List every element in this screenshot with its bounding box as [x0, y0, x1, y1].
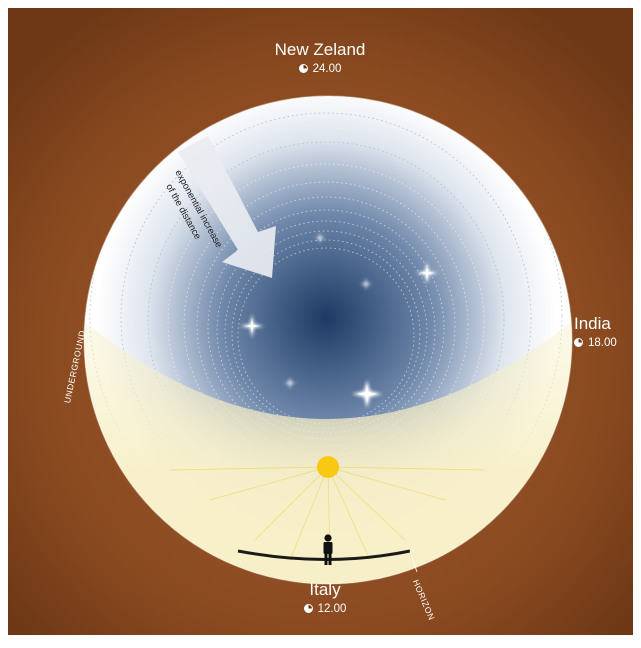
- location-time-row: 12.00: [303, 602, 347, 615]
- location-time-row: 24.00: [298, 62, 342, 75]
- clock-icon: [298, 64, 308, 73]
- location-time-row: 18.00: [574, 337, 617, 349]
- clock-icon: [574, 338, 583, 347]
- distance-arrow: [178, 136, 276, 278]
- location-name: India: [574, 314, 611, 333]
- clock-icon: [303, 604, 313, 613]
- location-time: 12.00: [317, 602, 347, 615]
- sun-icon: [317, 456, 339, 478]
- location-label-new-zeland: New Zeland 24.00: [265, 40, 375, 78]
- location-time: 24.00: [312, 62, 342, 75]
- location-time: 18.00: [588, 336, 617, 349]
- location-name: Italy: [309, 580, 341, 599]
- star-icon: [284, 377, 296, 389]
- location-label-india: India 18.00: [574, 314, 640, 352]
- star-icon: [360, 278, 372, 290]
- star-icon: [315, 233, 325, 243]
- location-name: New Zeland: [274, 40, 366, 59]
- person-icon: [323, 534, 333, 565]
- location-label-italy: Italy 12.00: [280, 580, 370, 618]
